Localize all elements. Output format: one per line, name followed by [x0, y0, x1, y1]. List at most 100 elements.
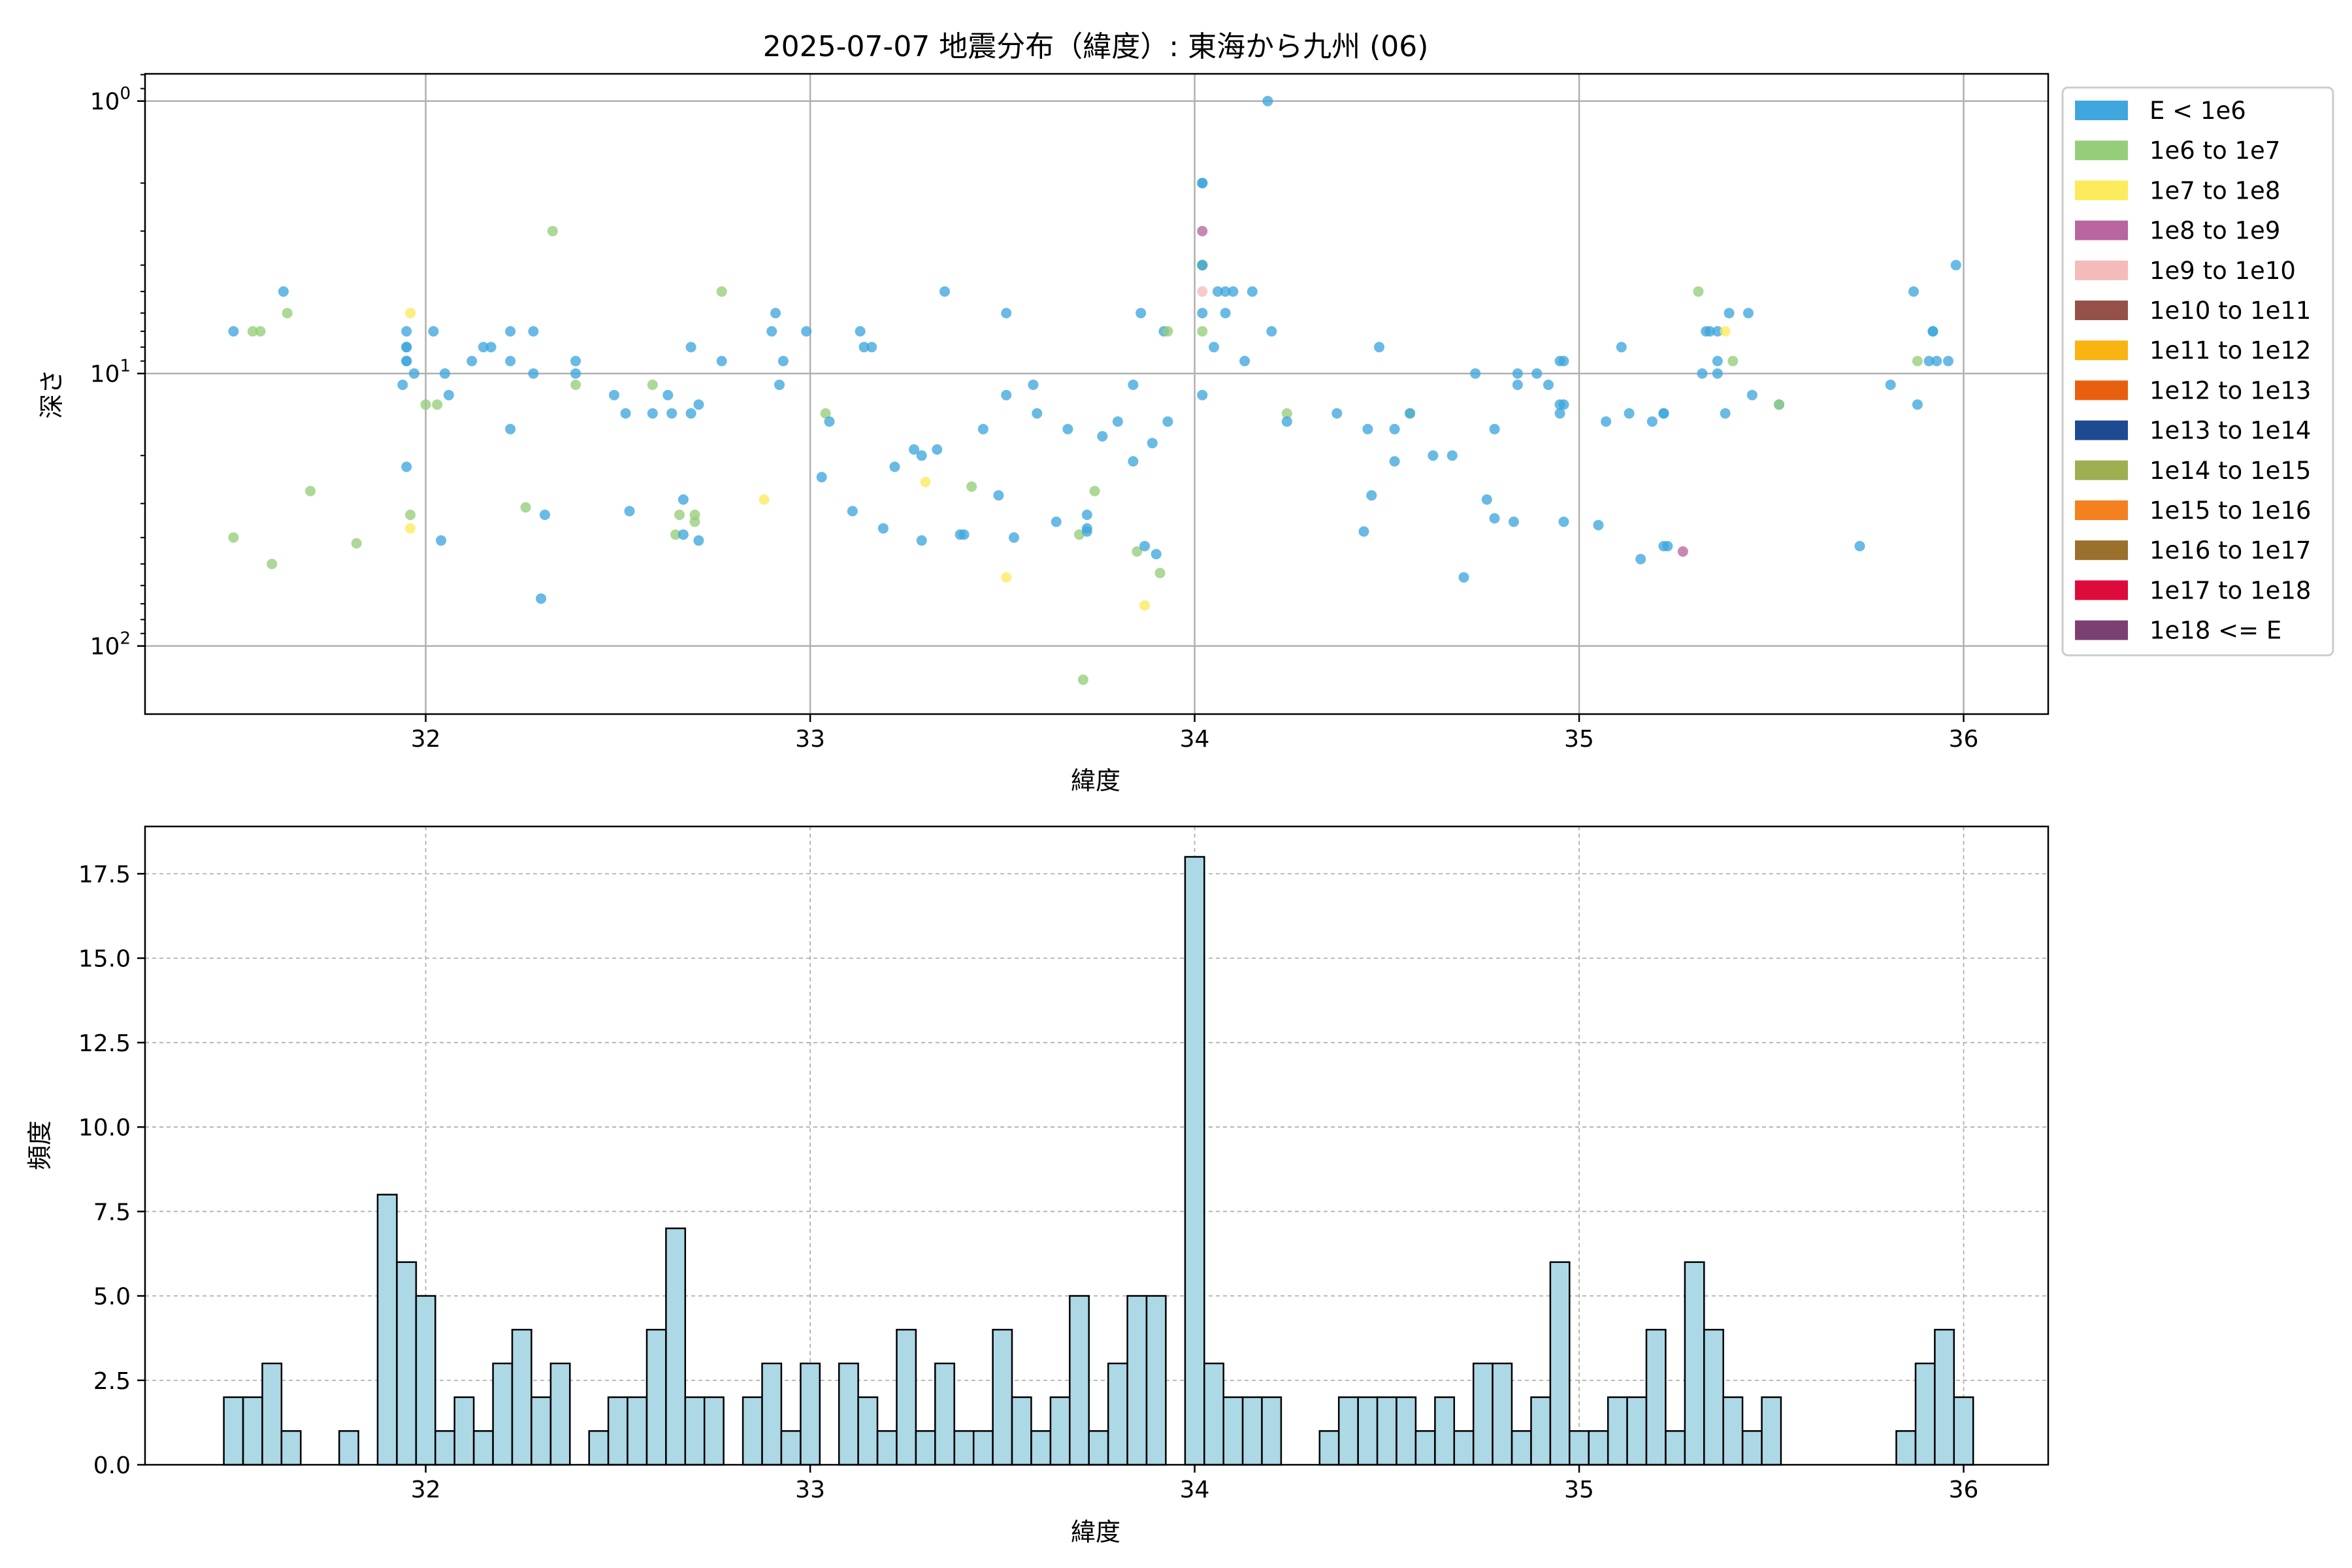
scatter-point — [678, 529, 689, 540]
histogram-bar — [1511, 1430, 1532, 1466]
scatter-point — [685, 408, 696, 419]
scatter-point — [1428, 450, 1439, 461]
scatter-point — [920, 476, 931, 487]
scatter-point — [678, 494, 689, 505]
histogram-bar — [1953, 1396, 1974, 1466]
histogram-bar — [1396, 1396, 1417, 1466]
scatter-point — [1154, 568, 1166, 579]
scatter-point — [1712, 355, 1723, 367]
histogram-bar — [1761, 1396, 1782, 1466]
scatter-point — [1458, 572, 1469, 583]
scatter-point — [1220, 286, 1231, 297]
histogram-bar — [992, 1328, 1013, 1466]
histogram-bar — [1126, 1295, 1148, 1466]
histogram-bar — [1357, 1396, 1379, 1466]
scatter-point — [528, 368, 539, 379]
histogram-bar — [492, 1362, 514, 1466]
scatter-point — [1197, 178, 1208, 189]
histogram-bar — [1318, 1430, 1340, 1466]
scatter-point — [858, 342, 870, 353]
histogram-bar — [1069, 1295, 1090, 1466]
scatter-point — [1923, 355, 1935, 367]
legend-label: 1e9 to 1e10 — [2149, 257, 2296, 285]
histogram-bar — [1184, 856, 1205, 1466]
legend-swatch — [2075, 620, 2128, 640]
scatter-point — [1132, 546, 1143, 557]
scatter-points — [228, 95, 1961, 685]
scatter-point — [1774, 399, 1785, 410]
histogram-bar — [376, 1194, 398, 1466]
scatter-point — [909, 444, 919, 455]
scatter-point — [528, 326, 539, 337]
scatter-point — [255, 326, 266, 337]
scatter-point — [1712, 326, 1723, 337]
scatter-point — [1616, 342, 1627, 353]
legend-swatch — [2075, 101, 2128, 120]
legend-label: 1e14 to 1e15 — [2149, 457, 2311, 485]
scatter-point — [647, 380, 658, 390]
scatter-point — [1512, 368, 1523, 379]
scatter-point — [1554, 408, 1565, 419]
legend-label: 1e13 to 1e14 — [2149, 417, 2311, 445]
scatter-point — [408, 368, 419, 379]
scatter-point — [1389, 423, 1400, 434]
histogram-bar — [1376, 1396, 1397, 1466]
scatter-x-tick-label: 35 — [1564, 726, 1594, 753]
scatter-point — [1727, 355, 1739, 367]
scatter-point — [977, 423, 988, 434]
scatter-point — [1558, 355, 1569, 367]
scatter-point — [1720, 326, 1731, 337]
legend-label: 1e16 to 1e17 — [2149, 536, 2311, 564]
scatter-point — [1197, 389, 1208, 400]
histogram-bar — [531, 1396, 552, 1466]
scatter-point — [1543, 380, 1554, 390]
scatter-point — [1558, 399, 1569, 410]
scatter-point — [1677, 546, 1688, 557]
scatter-x-axis-label: 緯度 — [1071, 766, 1120, 795]
legend-swatch — [2075, 580, 2128, 600]
scatter-plot-area — [145, 74, 2048, 714]
histogram-bar — [761, 1362, 783, 1466]
scatter-point — [1262, 95, 1273, 106]
histogram-y-tick-label: 15.0 — [78, 946, 131, 973]
scatter-point — [405, 510, 416, 520]
scatter-point — [916, 535, 927, 546]
histogram-bar — [1588, 1430, 1609, 1466]
scatter-grid — [145, 74, 2048, 714]
scatter-point — [716, 286, 727, 297]
scatter-point — [820, 408, 831, 419]
scatter-point — [478, 342, 489, 353]
scatter-x-ticks: 32 33 34 35 36 — [411, 714, 1978, 753]
scatter-point — [855, 326, 866, 337]
histogram-bar — [1530, 1396, 1552, 1466]
legend-swatch — [2075, 460, 2128, 480]
histogram-y-tick-label: 0.0 — [93, 1452, 131, 1479]
scatter-point — [689, 516, 700, 527]
histogram-bar — [1145, 1295, 1167, 1466]
scatter-point — [1389, 456, 1400, 467]
histogram-bar — [223, 1396, 244, 1466]
scatter-point — [1624, 408, 1635, 419]
histogram-bar — [1741, 1430, 1763, 1466]
histogram-plot-area — [145, 826, 2048, 1465]
histogram-bar — [1645, 1328, 1667, 1466]
scatter-point — [1281, 416, 1292, 427]
scatter-point — [1209, 342, 1219, 353]
scatter-point — [774, 380, 785, 390]
histogram-panel: 32 33 34 35 36 0.02.55.07.510.012.515.017.5 … — [25, 825, 2050, 1546]
histogram-bar — [511, 1328, 532, 1466]
histogram-bar — [1434, 1396, 1456, 1466]
scatter-point — [1247, 286, 1258, 297]
histogram-bar — [1684, 1261, 1705, 1466]
scatter-point — [958, 529, 970, 540]
legend-label: 1e8 to 1e9 — [2149, 217, 2280, 245]
scatter-point — [647, 408, 658, 419]
scatter-y-tick-label: 102 — [90, 629, 131, 661]
scatter-point — [1635, 553, 1646, 564]
legend-swatch — [2075, 260, 2128, 280]
scatter-point — [351, 538, 362, 549]
scatter-point — [1001, 572, 1012, 583]
scatter-point — [770, 308, 781, 319]
histogram-bar — [876, 1430, 898, 1466]
scatter-point — [1097, 431, 1108, 442]
